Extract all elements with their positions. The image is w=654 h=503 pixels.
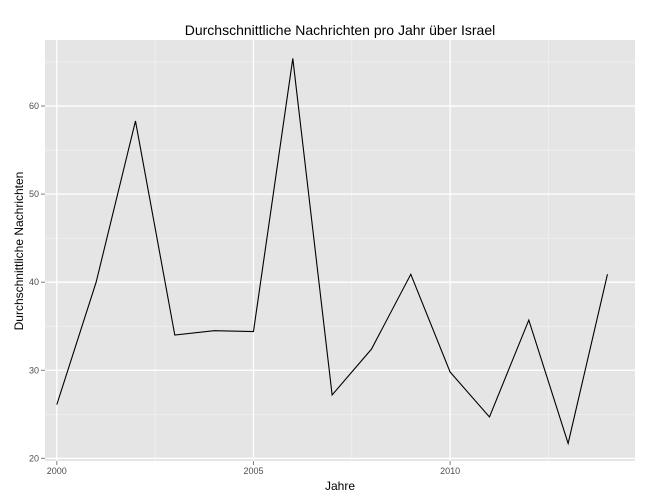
y-tick-label: 30 [29, 365, 39, 375]
data-point [450, 371, 451, 372]
data-point [56, 404, 57, 405]
y-tick-label: 20 [29, 453, 39, 463]
y-tick-label: 40 [29, 277, 39, 287]
data-point [332, 394, 333, 395]
x-tick-labels: 2000 2005 2010 [47, 466, 460, 476]
series-line [56, 58, 609, 446]
data-point [135, 120, 136, 121]
major-gridlines [45, 40, 635, 461]
data-point [489, 416, 490, 417]
data-point [292, 58, 293, 59]
plot-panel [45, 40, 635, 461]
y-tick-label: 50 [29, 189, 39, 199]
x-tick-label: 2000 [47, 466, 67, 476]
data-point [568, 443, 569, 444]
x-tick-label: 2010 [440, 466, 460, 476]
axis-ticks [41, 105, 451, 465]
y-tick-labels: 20 30 40 50 60 [29, 101, 39, 463]
data-point [96, 282, 97, 283]
data-point [607, 274, 608, 275]
data-point [528, 319, 529, 320]
y-tick-label: 60 [29, 101, 39, 111]
data-point [371, 349, 372, 350]
data-point [410, 274, 411, 275]
data-point [174, 334, 175, 335]
data-point [253, 331, 254, 332]
y-axis-label: Durchschnittliche Nachrichten [12, 172, 26, 331]
x-axis-label: Jahre [325, 479, 355, 493]
data-point [214, 330, 215, 331]
x-tick-label: 2005 [243, 466, 263, 476]
chart-title: Durchschnittliche Nachrichten pro Jahr ü… [185, 22, 495, 38]
minor-gridlines [45, 40, 635, 461]
